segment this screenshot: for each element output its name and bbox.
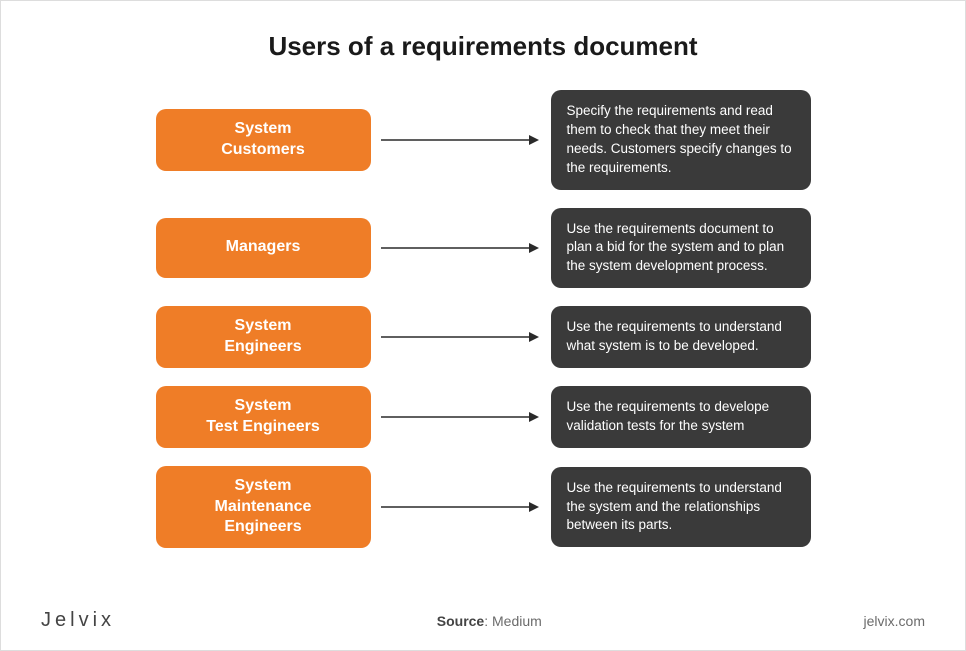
description-box: Use the requirements to develope validat… xyxy=(551,386,811,448)
rows-container: SystemCustomers Specify the requirements … xyxy=(41,90,925,548)
diagram-row: SystemTest Engineers Use the requirements… xyxy=(41,386,925,448)
site-url: jelvix.com xyxy=(864,613,925,629)
diagram-row: Managers Use the requirements document to… xyxy=(41,208,925,289)
source-attribution: Source: Medium xyxy=(115,613,864,629)
arrow-icon xyxy=(371,330,551,344)
description-box: Use the requirements to understand what … xyxy=(551,306,811,368)
description-box: Use the requirements document to plan a … xyxy=(551,208,811,289)
arrow-icon xyxy=(371,410,551,424)
user-box: SystemCustomers xyxy=(156,109,371,171)
description-box: Use the requirements to understand the s… xyxy=(551,467,811,548)
user-box: SystemEngineers xyxy=(156,306,371,368)
diagram-container: Users of a requirements document SystemC… xyxy=(0,0,966,651)
source-label: Source xyxy=(437,613,484,629)
user-box: Managers xyxy=(156,218,371,278)
description-box: Specify the requirements and read them t… xyxy=(551,90,811,190)
diagram-row: SystemMaintenanceEngineers Use the requir… xyxy=(41,466,925,548)
user-box: SystemMaintenanceEngineers xyxy=(156,466,371,548)
arrow-icon xyxy=(371,133,551,147)
diagram-row: SystemCustomers Specify the requirements … xyxy=(41,90,925,190)
user-box: SystemTest Engineers xyxy=(156,386,371,448)
footer: Jelvix Source: Medium jelvix.com xyxy=(1,609,965,632)
source-value: Medium xyxy=(492,613,542,629)
arrow-icon xyxy=(371,500,551,514)
diagram-row: SystemEngineers Use the requirements to u… xyxy=(41,306,925,368)
source-separator: : xyxy=(484,613,492,629)
brand-logo: Jelvix xyxy=(41,609,115,632)
page-title: Users of a requirements document xyxy=(41,31,925,62)
arrow-icon xyxy=(371,241,551,255)
